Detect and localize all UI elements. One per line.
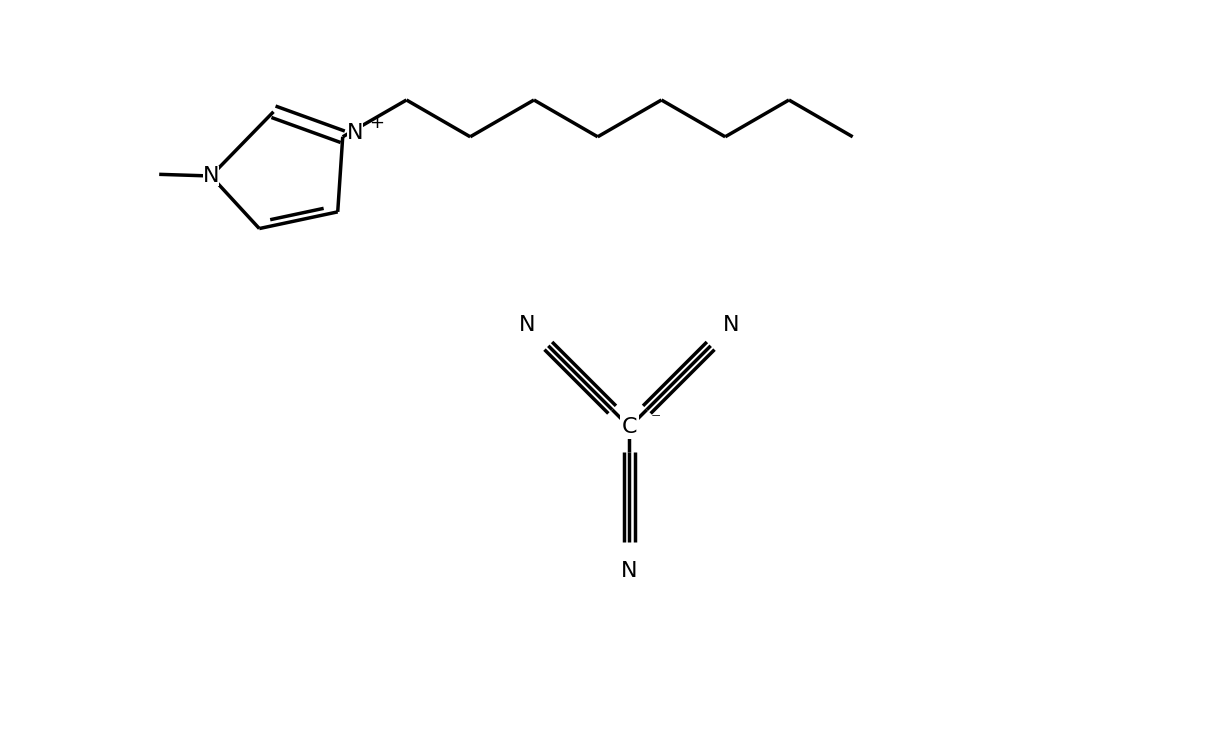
Text: N: N: [621, 561, 638, 581]
Text: C: C: [622, 417, 637, 437]
Text: N: N: [346, 123, 363, 143]
Text: N: N: [724, 315, 739, 335]
Text: N: N: [203, 166, 219, 186]
Text: ⁻: ⁻: [651, 410, 661, 429]
Text: N: N: [520, 315, 535, 335]
Text: +: +: [369, 114, 385, 132]
